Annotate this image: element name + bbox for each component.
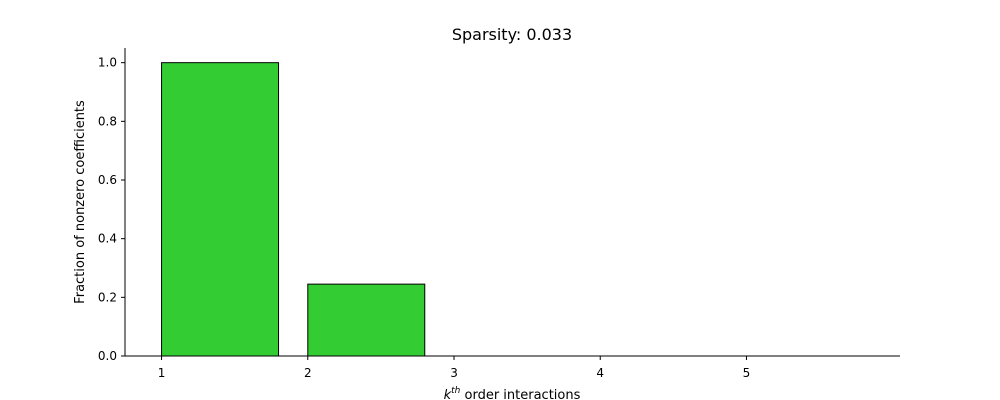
x-tick-label: 1 bbox=[158, 366, 166, 380]
y-axis-label: Fraction of nonzero coefficients bbox=[73, 100, 88, 304]
x-axis-label: kth order interactions bbox=[444, 386, 581, 400]
y-tick-label: 1.0 bbox=[98, 56, 117, 70]
bar-2 bbox=[307, 283, 426, 357]
x-tick-label: 4 bbox=[596, 366, 604, 380]
bar-1 bbox=[161, 62, 280, 357]
x-axis-label-k: k bbox=[444, 388, 452, 400]
y-tick-label: 0.0 bbox=[98, 349, 117, 363]
y-tick-label: 0.2 bbox=[98, 290, 117, 304]
chart-title: Sparsity: 0.033 bbox=[452, 25, 572, 44]
x-axis-label-sup: th bbox=[451, 386, 461, 396]
x-axis-label-rest: order interactions bbox=[460, 388, 580, 400]
y-tick-label: 0.8 bbox=[98, 114, 117, 128]
x-tick-label: 3 bbox=[450, 366, 458, 380]
bars-group bbox=[161, 62, 864, 357]
y-tick-label: 0.4 bbox=[98, 232, 117, 246]
x-tick-label: 5 bbox=[743, 366, 751, 380]
y-axis-ticks: 0.0 0.2 0.4 0.6 0.8 1.0 bbox=[98, 56, 125, 363]
x-tick-label: 2 bbox=[304, 366, 312, 380]
y-tick-label: 0.6 bbox=[98, 173, 117, 187]
x-axis-ticks: 1 2 3 4 5 bbox=[158, 356, 751, 380]
